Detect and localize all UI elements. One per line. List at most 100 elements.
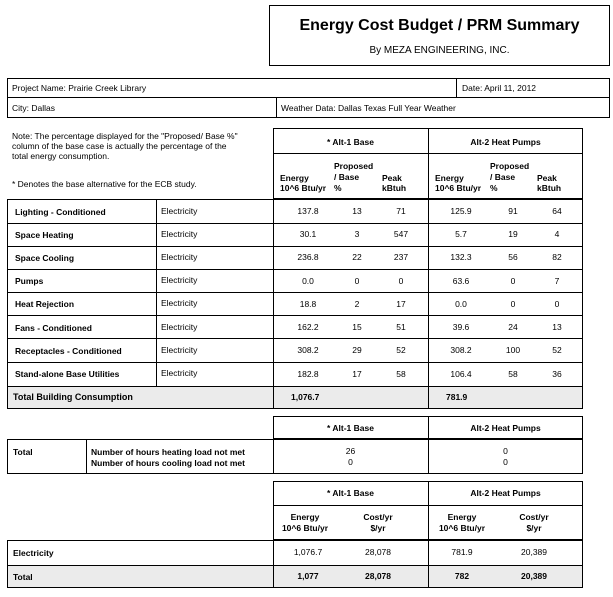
alt1-peak: 17 bbox=[396, 299, 406, 309]
alt2-cooling-unmet: 0 bbox=[503, 457, 508, 467]
percentage-note-line-2: column of the base case is actually the … bbox=[12, 141, 227, 151]
weather-data: Weather Data: Dallas Texas Full Year Wea… bbox=[281, 103, 456, 113]
alt1-peak-header-1: Peak bbox=[382, 173, 402, 183]
end-use-name: Heat Rejection bbox=[15, 299, 75, 309]
alt1-header: * Alt-1 Base bbox=[327, 137, 374, 147]
total-building-alt1: 1,076.7 bbox=[291, 392, 320, 402]
end-use-name: Space Cooling bbox=[15, 253, 75, 263]
alt2-percent: 24 bbox=[508, 322, 518, 332]
alt1-energy: 18.8 bbox=[299, 299, 317, 309]
project-info-box bbox=[7, 78, 610, 118]
cost-alt2-cost-header-1: Cost/yr bbox=[519, 512, 549, 522]
cost-alt1-energy-header-2: 10^6 Btu/yr bbox=[281, 523, 329, 533]
cost-fuel-name: Electricity bbox=[13, 548, 54, 558]
cost-total-alt2-energy: 782 bbox=[454, 571, 470, 581]
alt2-proposed-header-2: / Base bbox=[490, 172, 516, 182]
cost-alt2-energy: 781.9 bbox=[451, 547, 473, 557]
percentage-note-line-1: Note: The percentage displayed for the "… bbox=[12, 131, 238, 141]
cost-alt1-energy-header-1: Energy bbox=[290, 512, 320, 522]
cost-total-row-bg bbox=[8, 565, 583, 587]
alt2-energy-header-1: Energy bbox=[435, 173, 464, 183]
end-use-fuel: Electricity bbox=[161, 368, 198, 378]
report-title: Energy Cost Budget / PRM Summary bbox=[299, 17, 580, 34]
cost-alt1-energy: 1,076.7 bbox=[293, 547, 323, 557]
total-building-label: Total Building Consumption bbox=[13, 392, 133, 402]
alt2-percent: 100 bbox=[505, 345, 521, 355]
alt2-energy: 5.7 bbox=[455, 229, 467, 239]
alt1-peak-header-2: kBtuh bbox=[382, 183, 407, 193]
end-use-fuel: Electricity bbox=[161, 252, 198, 262]
end-use-fuel: Electricity bbox=[161, 206, 198, 216]
alt1-percent: 22 bbox=[352, 252, 362, 262]
unmet-alt2-header: Alt-2 Heat Pumps bbox=[470, 423, 541, 433]
alt1-cooling-unmet: 0 bbox=[348, 457, 353, 467]
cost-alt1-header: * Alt-1 Base bbox=[327, 488, 374, 498]
alt1-energy: 308.2 bbox=[297, 345, 319, 355]
alt1-proposed-header-3: % bbox=[334, 183, 342, 193]
alt1-energy: 137.8 bbox=[297, 206, 319, 216]
project-city: City: Dallas bbox=[12, 103, 55, 113]
end-use-name: Lighting - Conditioned bbox=[15, 207, 106, 217]
alt1-heating-unmet: 26 bbox=[345, 446, 356, 456]
project-name: Project Name: Prairie Creek Library bbox=[12, 83, 147, 93]
alt2-peak: 36 bbox=[552, 369, 562, 379]
alt2-energy: 308.2 bbox=[450, 345, 472, 355]
cost-alt1-cost: 28,078 bbox=[365, 547, 391, 557]
end-use-fuel: Electricity bbox=[161, 229, 198, 239]
alt2-energy: 106.4 bbox=[450, 369, 472, 379]
report-title-box: Energy Cost Budget / PRM Summary By MEZA… bbox=[269, 5, 610, 66]
report-subtitle: By MEZA ENGINEERING, INC. bbox=[369, 45, 510, 56]
total-building-row-bg bbox=[8, 386, 583, 408]
unmet-total-label: Total bbox=[13, 447, 33, 457]
alt1-energy: 162.2 bbox=[297, 322, 319, 332]
alt2-energy: 132.3 bbox=[450, 252, 472, 262]
end-use-fuel: Electricity bbox=[161, 298, 198, 308]
cost-alt2-cost: 20,389 bbox=[521, 547, 547, 557]
alt2-proposed-header-3: % bbox=[490, 183, 498, 193]
percentage-note-line-3: total energy consumption. bbox=[12, 151, 110, 161]
cost-total-label: Total bbox=[13, 572, 33, 582]
alt2-heating-unmet: 0 bbox=[503, 446, 508, 456]
alt1-peak: 0 bbox=[398, 276, 404, 286]
cost-alt1-cost-header-1: Cost/yr bbox=[363, 512, 393, 522]
alt2-peak: 0 bbox=[554, 299, 560, 309]
end-use-name: Receptacles - Conditioned bbox=[15, 346, 122, 356]
cost-total-alt2-cost: 20,389 bbox=[521, 571, 547, 581]
cost-total-alt1-cost: 28,078 bbox=[365, 571, 391, 581]
alt2-peak: 13 bbox=[552, 322, 562, 332]
alt2-header: Alt-2 Heat Pumps bbox=[470, 137, 541, 147]
alt2-energy: 125.9 bbox=[450, 206, 472, 216]
alt2-peak-header-1: Peak bbox=[537, 173, 557, 183]
unmet-alt1-header: * Alt-1 Base bbox=[327, 423, 374, 433]
alt2-energy: 39.6 bbox=[452, 322, 470, 332]
alt2-percent: 56 bbox=[508, 252, 518, 262]
alt2-peak: 7 bbox=[554, 276, 560, 286]
end-use-name: Stand-alone Base Utilities bbox=[15, 369, 120, 379]
alt1-energy: 0.0 bbox=[302, 276, 314, 286]
alt2-peak: 82 bbox=[552, 252, 562, 262]
report-date: Date: April 11, 2012 bbox=[462, 83, 537, 93]
alt2-peak: 4 bbox=[554, 229, 560, 239]
end-use-name: Space Heating bbox=[15, 230, 74, 240]
alt1-percent: 29 bbox=[352, 345, 362, 355]
base-alternative-note: * Denotes the base alternative for the E… bbox=[12, 179, 197, 189]
alt1-peak: 547 bbox=[393, 229, 409, 239]
alt1-energy: 182.8 bbox=[297, 369, 319, 379]
cost-alt2-energy-header-2: 10^6 Btu/yr bbox=[438, 523, 486, 533]
energy-cost-table bbox=[7, 540, 583, 588]
cost-total-alt1-energy: 1,077 bbox=[297, 571, 319, 581]
alt1-peak: 58 bbox=[396, 369, 406, 379]
cooling-unmet-label: Number of hours cooling load not met bbox=[91, 458, 245, 468]
end-use-fuel: Electricity bbox=[161, 345, 198, 355]
alt1-percent: 2 bbox=[354, 299, 360, 309]
alt2-peak: 52 bbox=[552, 345, 562, 355]
cost-alt2-header: Alt-2 Heat Pumps bbox=[470, 488, 541, 498]
alt1-percent: 17 bbox=[352, 369, 362, 379]
alt1-percent: 3 bbox=[354, 229, 360, 239]
cost-alt1-cost-header-2: $/yr bbox=[370, 523, 386, 533]
alt2-peak-header-2: kBtuh bbox=[537, 183, 562, 193]
heating-unmet-label: Number of hours heating load not met bbox=[91, 447, 245, 457]
alt1-energy: 236.8 bbox=[297, 252, 319, 262]
unmet-hours-table bbox=[7, 439, 583, 474]
end-use-fuel: Electricity bbox=[161, 275, 198, 285]
